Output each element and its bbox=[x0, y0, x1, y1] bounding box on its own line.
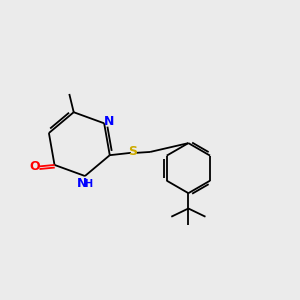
Text: S: S bbox=[128, 146, 137, 158]
Text: N: N bbox=[77, 178, 87, 190]
Text: O: O bbox=[29, 160, 40, 173]
Text: N: N bbox=[104, 115, 114, 128]
Text: H: H bbox=[84, 179, 92, 189]
